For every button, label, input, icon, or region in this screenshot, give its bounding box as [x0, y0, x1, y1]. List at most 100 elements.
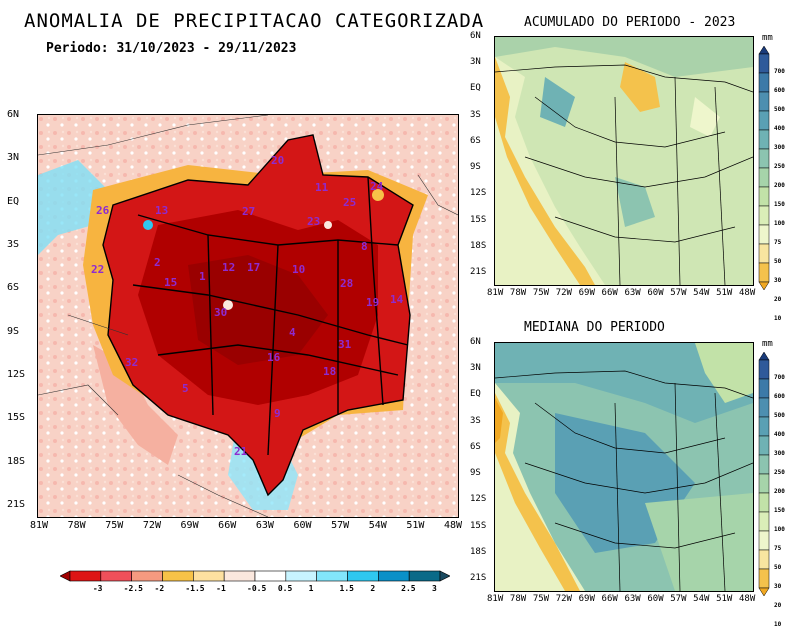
basin-number: 11	[315, 181, 329, 194]
scale-tick: 250	[774, 163, 785, 170]
median-title: MEDIANA DO PERIODO	[524, 320, 665, 335]
median-units: mm	[762, 339, 773, 349]
lon-label: 54W	[693, 288, 710, 298]
colorbar-swatch	[131, 570, 163, 582]
colorbar-swatch	[193, 570, 225, 582]
lon-label: 54W	[368, 520, 387, 531]
lon-label: 75W	[532, 288, 550, 298]
accumulated-map-canvas	[495, 37, 753, 285]
colorbar-tick: 3	[432, 584, 437, 593]
lon-label: 78W	[67, 520, 86, 531]
basin-number: 4	[289, 326, 296, 339]
basin-number: 25	[343, 196, 357, 209]
basin-number: 26	[96, 204, 110, 217]
accumulated-units: mm	[762, 33, 773, 43]
scale-swatch	[758, 72, 770, 93]
colorbar-swatch	[254, 570, 287, 582]
colorbar-tick: 1	[308, 584, 314, 593]
basin-number: 18	[323, 365, 337, 378]
scale-tick: 700	[774, 68, 785, 75]
lon-label: 60W	[293, 520, 312, 531]
scale-swatch	[758, 378, 770, 399]
lat-label: 6S	[470, 135, 481, 146]
scale-swatch	[758, 454, 770, 475]
lon-label: 66W	[218, 520, 237, 531]
colorbar-tick: -2.5	[123, 584, 143, 593]
lon-label: 51W	[406, 520, 425, 531]
basin-number: 23	[307, 215, 321, 228]
lon-label: 81W	[30, 520, 49, 531]
scale-swatch	[758, 511, 770, 532]
lat-label: 12S	[470, 188, 487, 199]
lat-label: 6N	[470, 31, 481, 41]
scale-tick: 700	[774, 374, 785, 381]
median-map[interactable]	[494, 342, 754, 592]
lat-label: 15S	[470, 214, 487, 225]
scale-tick: 50	[774, 564, 782, 571]
lat-label: 9S	[470, 162, 481, 173]
lon-label: 63W	[624, 288, 641, 298]
lon-label: 69W	[180, 520, 199, 531]
colorbar-tick: 1.5	[339, 584, 354, 593]
colorbar-tick: -3	[92, 584, 103, 593]
scale-tick: 600	[774, 87, 785, 94]
lat-label: EQ	[470, 83, 481, 94]
lon-label: 72W	[555, 594, 572, 604]
scale-tick: 300	[774, 144, 785, 151]
scale-swatch	[758, 492, 770, 513]
scale-tick: 10	[774, 621, 782, 628]
scale-swatch	[758, 473, 770, 494]
lon-label: 81W	[487, 288, 504, 298]
basin-number: 28	[340, 277, 354, 290]
basin-number: 10	[292, 263, 306, 276]
lat-label: 18S	[470, 546, 487, 557]
colorbar-tick: 0.5	[277, 584, 293, 593]
basin-number: 30	[214, 306, 228, 319]
accumulated-title: ACUMULADO DO PERIODO - 2023	[524, 15, 736, 30]
colorbar-swatch	[69, 570, 102, 582]
median-colorbar	[758, 352, 770, 597]
basin-number: 8	[361, 240, 368, 253]
main-title: ANOMALIA DE PRECIPITACAO CATEGORIZADA	[24, 10, 485, 32]
lat-label: 6S	[7, 282, 20, 294]
lon-label: 48W	[739, 594, 756, 604]
scale-tick: 100	[774, 526, 785, 533]
scale-swatch	[758, 148, 770, 169]
colorbar-swatch	[316, 570, 348, 582]
lon-label: 51W	[716, 594, 733, 604]
accumulated-map[interactable]	[494, 36, 754, 286]
lon-label: 63W	[624, 594, 641, 604]
lat-label: 9S	[470, 468, 481, 479]
lat-label: 3N	[7, 152, 20, 164]
colorbar-swatch	[408, 570, 441, 582]
colorbar-tick: -1.5	[185, 584, 205, 593]
scale-swatch	[758, 435, 770, 456]
colorbar-swatch	[285, 570, 317, 582]
scale-tick: 20	[774, 296, 782, 303]
basin-number: 13	[155, 204, 169, 217]
scale-swatch	[758, 530, 770, 551]
lon-label: 75W	[532, 594, 550, 604]
scale-tick: 400	[774, 125, 785, 132]
anomaly-map[interactable]	[37, 114, 459, 518]
basin-number: 27	[242, 205, 256, 218]
colorbar-tick: 2.5	[401, 584, 416, 593]
scale-tick: 200	[774, 488, 785, 495]
lon-label: 81W	[487, 594, 504, 604]
anomaly-map-canvas	[38, 115, 458, 517]
lat-label: 3N	[470, 363, 481, 374]
basin-number: 19	[366, 296, 380, 309]
basin-number: 20	[271, 154, 285, 167]
lat-label: 6N	[7, 109, 20, 120]
basin-number: 17	[247, 261, 261, 274]
lon-label: 48W	[739, 288, 756, 298]
period-label: Periodo: 31/10/2023 - 29/11/2023	[46, 41, 297, 56]
lat-label: 3S	[470, 109, 481, 120]
accumulated-colorbar	[758, 46, 770, 291]
lat-label: 21S	[7, 499, 26, 510]
lat-label: 3N	[470, 57, 481, 68]
scale-tick: 500	[774, 106, 785, 113]
colorbar-swatch	[347, 570, 379, 582]
scale-swatch	[758, 110, 770, 131]
scale-tick: 300	[774, 450, 785, 457]
